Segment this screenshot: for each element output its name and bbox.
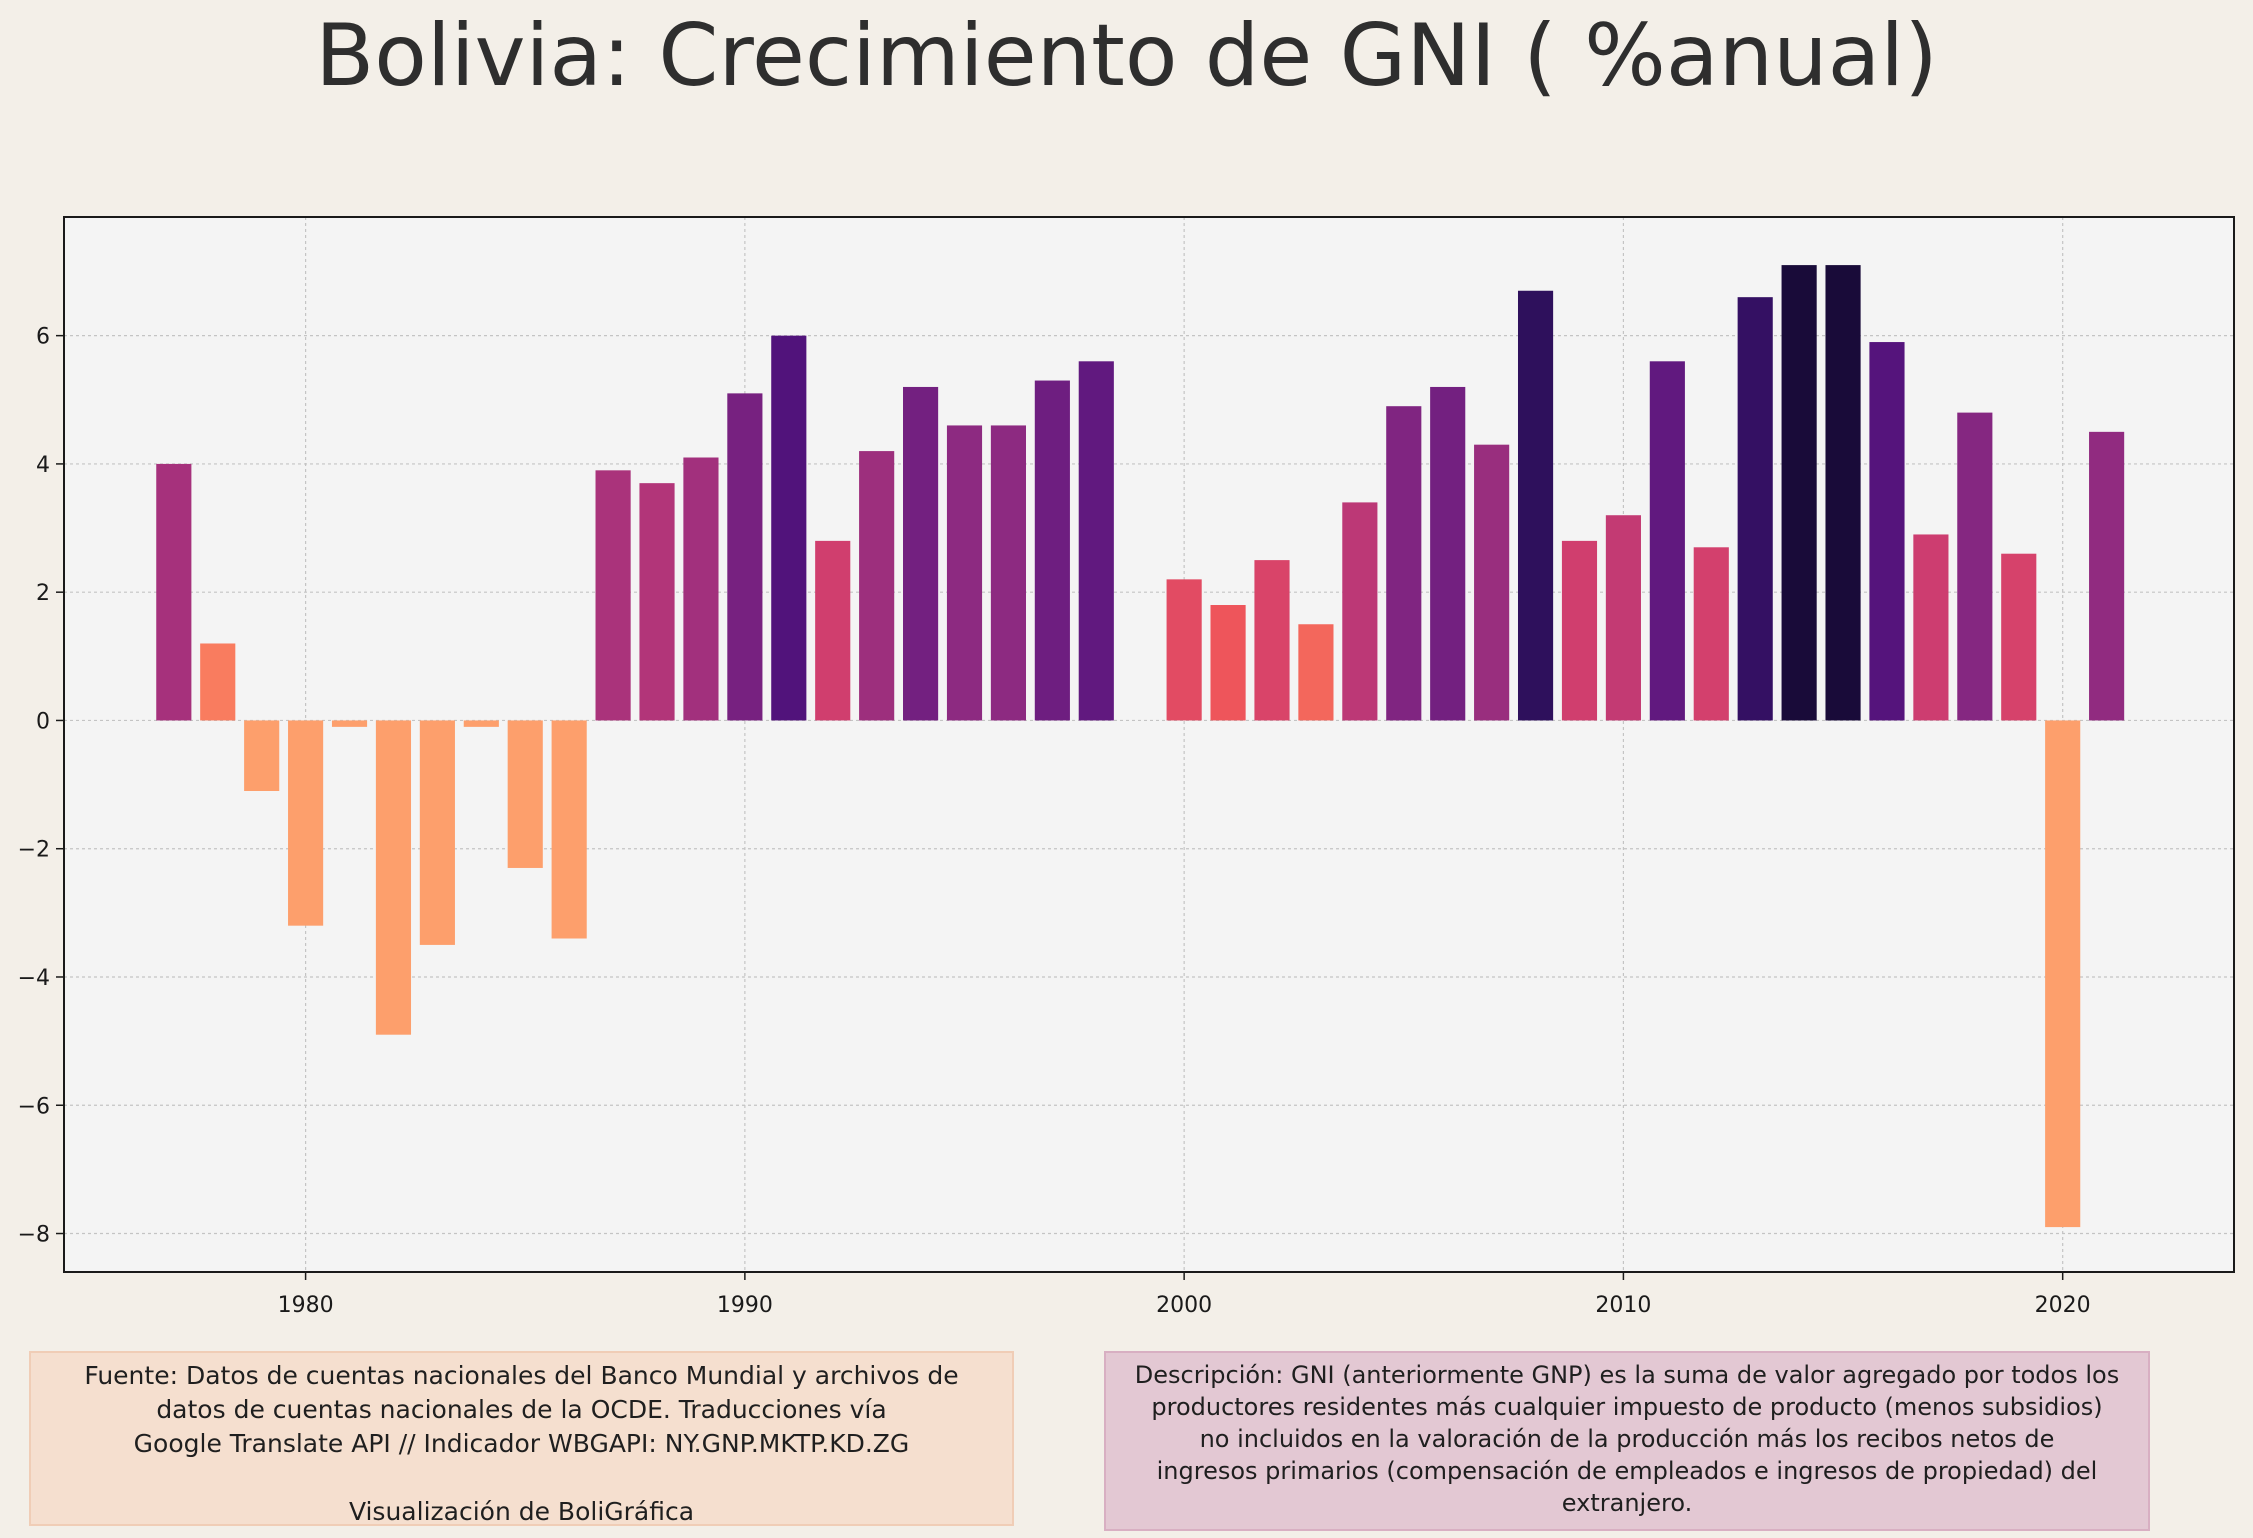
bar-2003 <box>1298 624 1334 721</box>
bar-2005 <box>1386 406 1422 721</box>
bar-1995 <box>946 425 983 721</box>
plot-frame <box>63 216 2235 1273</box>
description-note: Descripción: GNI (anteriormente GNP) es … <box>1104 1351 2150 1531</box>
y-tick-label: 6 <box>36 325 50 350</box>
bar-1990 <box>727 393 763 721</box>
bar-2018 <box>1957 412 1993 721</box>
credit-line: Visualización de BoliGráfica <box>348 1497 695 1526</box>
source-line: Fuente: Datos de cuentas nacionales del … <box>84 1361 959 1390</box>
bar-2014 <box>1781 265 1817 721</box>
x-tick-label: 1990 <box>717 1293 773 1318</box>
source-spacer <box>41 1461 1002 1495</box>
x-tick-label: 2010 <box>1595 1293 1651 1318</box>
bar-2000 <box>1166 579 1202 721</box>
bar-2015 <box>1825 265 1861 721</box>
description-line: productores residentes más cualquier imp… <box>1151 1393 2103 1421</box>
x-tick-label: 1980 <box>278 1293 334 1318</box>
bar-1998 <box>1078 361 1114 721</box>
bar-2020 <box>2045 720 2081 1228</box>
bar-1980 <box>288 720 324 926</box>
bar-1991 <box>771 335 807 721</box>
chart-title: Bolivia: Crecimiento de GNI ( %anual) <box>315 6 1938 106</box>
bar-2016 <box>1869 342 1905 721</box>
bar-1994 <box>903 386 939 721</box>
bar-1983 <box>419 720 455 945</box>
bar-1977 <box>156 463 192 721</box>
bar-1987 <box>595 470 631 721</box>
y-tick-label: −2 <box>18 838 50 863</box>
bar-1985 <box>507 720 543 868</box>
bar-1978 <box>200 643 236 721</box>
y-tick-label: −8 <box>18 1223 50 1248</box>
bar-2001 <box>1210 605 1246 721</box>
bar-1997 <box>1034 380 1070 721</box>
bar-1982 <box>375 720 412 1035</box>
bar-2009 <box>1561 540 1598 721</box>
bar-1979 <box>244 720 280 791</box>
bar-2006 <box>1430 386 1466 721</box>
bar-1986 <box>551 720 587 939</box>
y-tick-label: 2 <box>36 581 50 606</box>
bar-2017 <box>1913 534 1949 721</box>
bar-2008 <box>1517 290 1554 721</box>
bar-2013 <box>1737 297 1773 721</box>
y-tick-label: −4 <box>18 966 50 991</box>
bar-2021 <box>2089 431 2125 721</box>
y-tick-label: 4 <box>36 453 50 478</box>
y-tick-label: 0 <box>36 709 50 734</box>
description-line: no incluidos en la valoración de la prod… <box>1199 1425 2055 1453</box>
description-line: extranjero. <box>1561 1489 1693 1517</box>
bar-1993 <box>859 451 895 721</box>
x-tick-label: 2000 <box>1156 1293 1212 1318</box>
bar-2011 <box>1649 361 1685 721</box>
bar-1989 <box>683 457 719 721</box>
bar-2007 <box>1474 444 1510 721</box>
bar-2010 <box>1605 515 1641 721</box>
bar-1981 <box>331 720 368 727</box>
source-note: Fuente: Datos de cuentas nacionales del … <box>29 1351 1014 1526</box>
x-tick-label: 2020 <box>2035 1293 2091 1318</box>
bar-2012 <box>1693 547 1729 721</box>
bar-1988 <box>639 483 675 721</box>
bar-2004 <box>1342 502 1378 721</box>
description-line: Descripción: GNI (anteriormente GNP) es … <box>1134 1361 2120 1389</box>
y-tick-label: −6 <box>18 1094 50 1119</box>
bar-1992 <box>815 540 851 721</box>
source-line: Google Translate API // Indicador WBGAPI… <box>133 1429 910 1458</box>
bar-chart: 6 4 2 0 −2 −4 −6 −8 1980 1990 2000 2010 2020 <box>18 216 2235 1318</box>
description-line: ingresos primarios (compensación de empl… <box>1156 1457 2098 1485</box>
source-line: datos de cuentas nacionales de la OCDE. … <box>156 1395 887 1424</box>
bar-2002 <box>1254 560 1290 721</box>
bar-2019 <box>2001 553 2037 721</box>
bar-1996 <box>990 425 1027 721</box>
bar-1984 <box>463 720 499 727</box>
